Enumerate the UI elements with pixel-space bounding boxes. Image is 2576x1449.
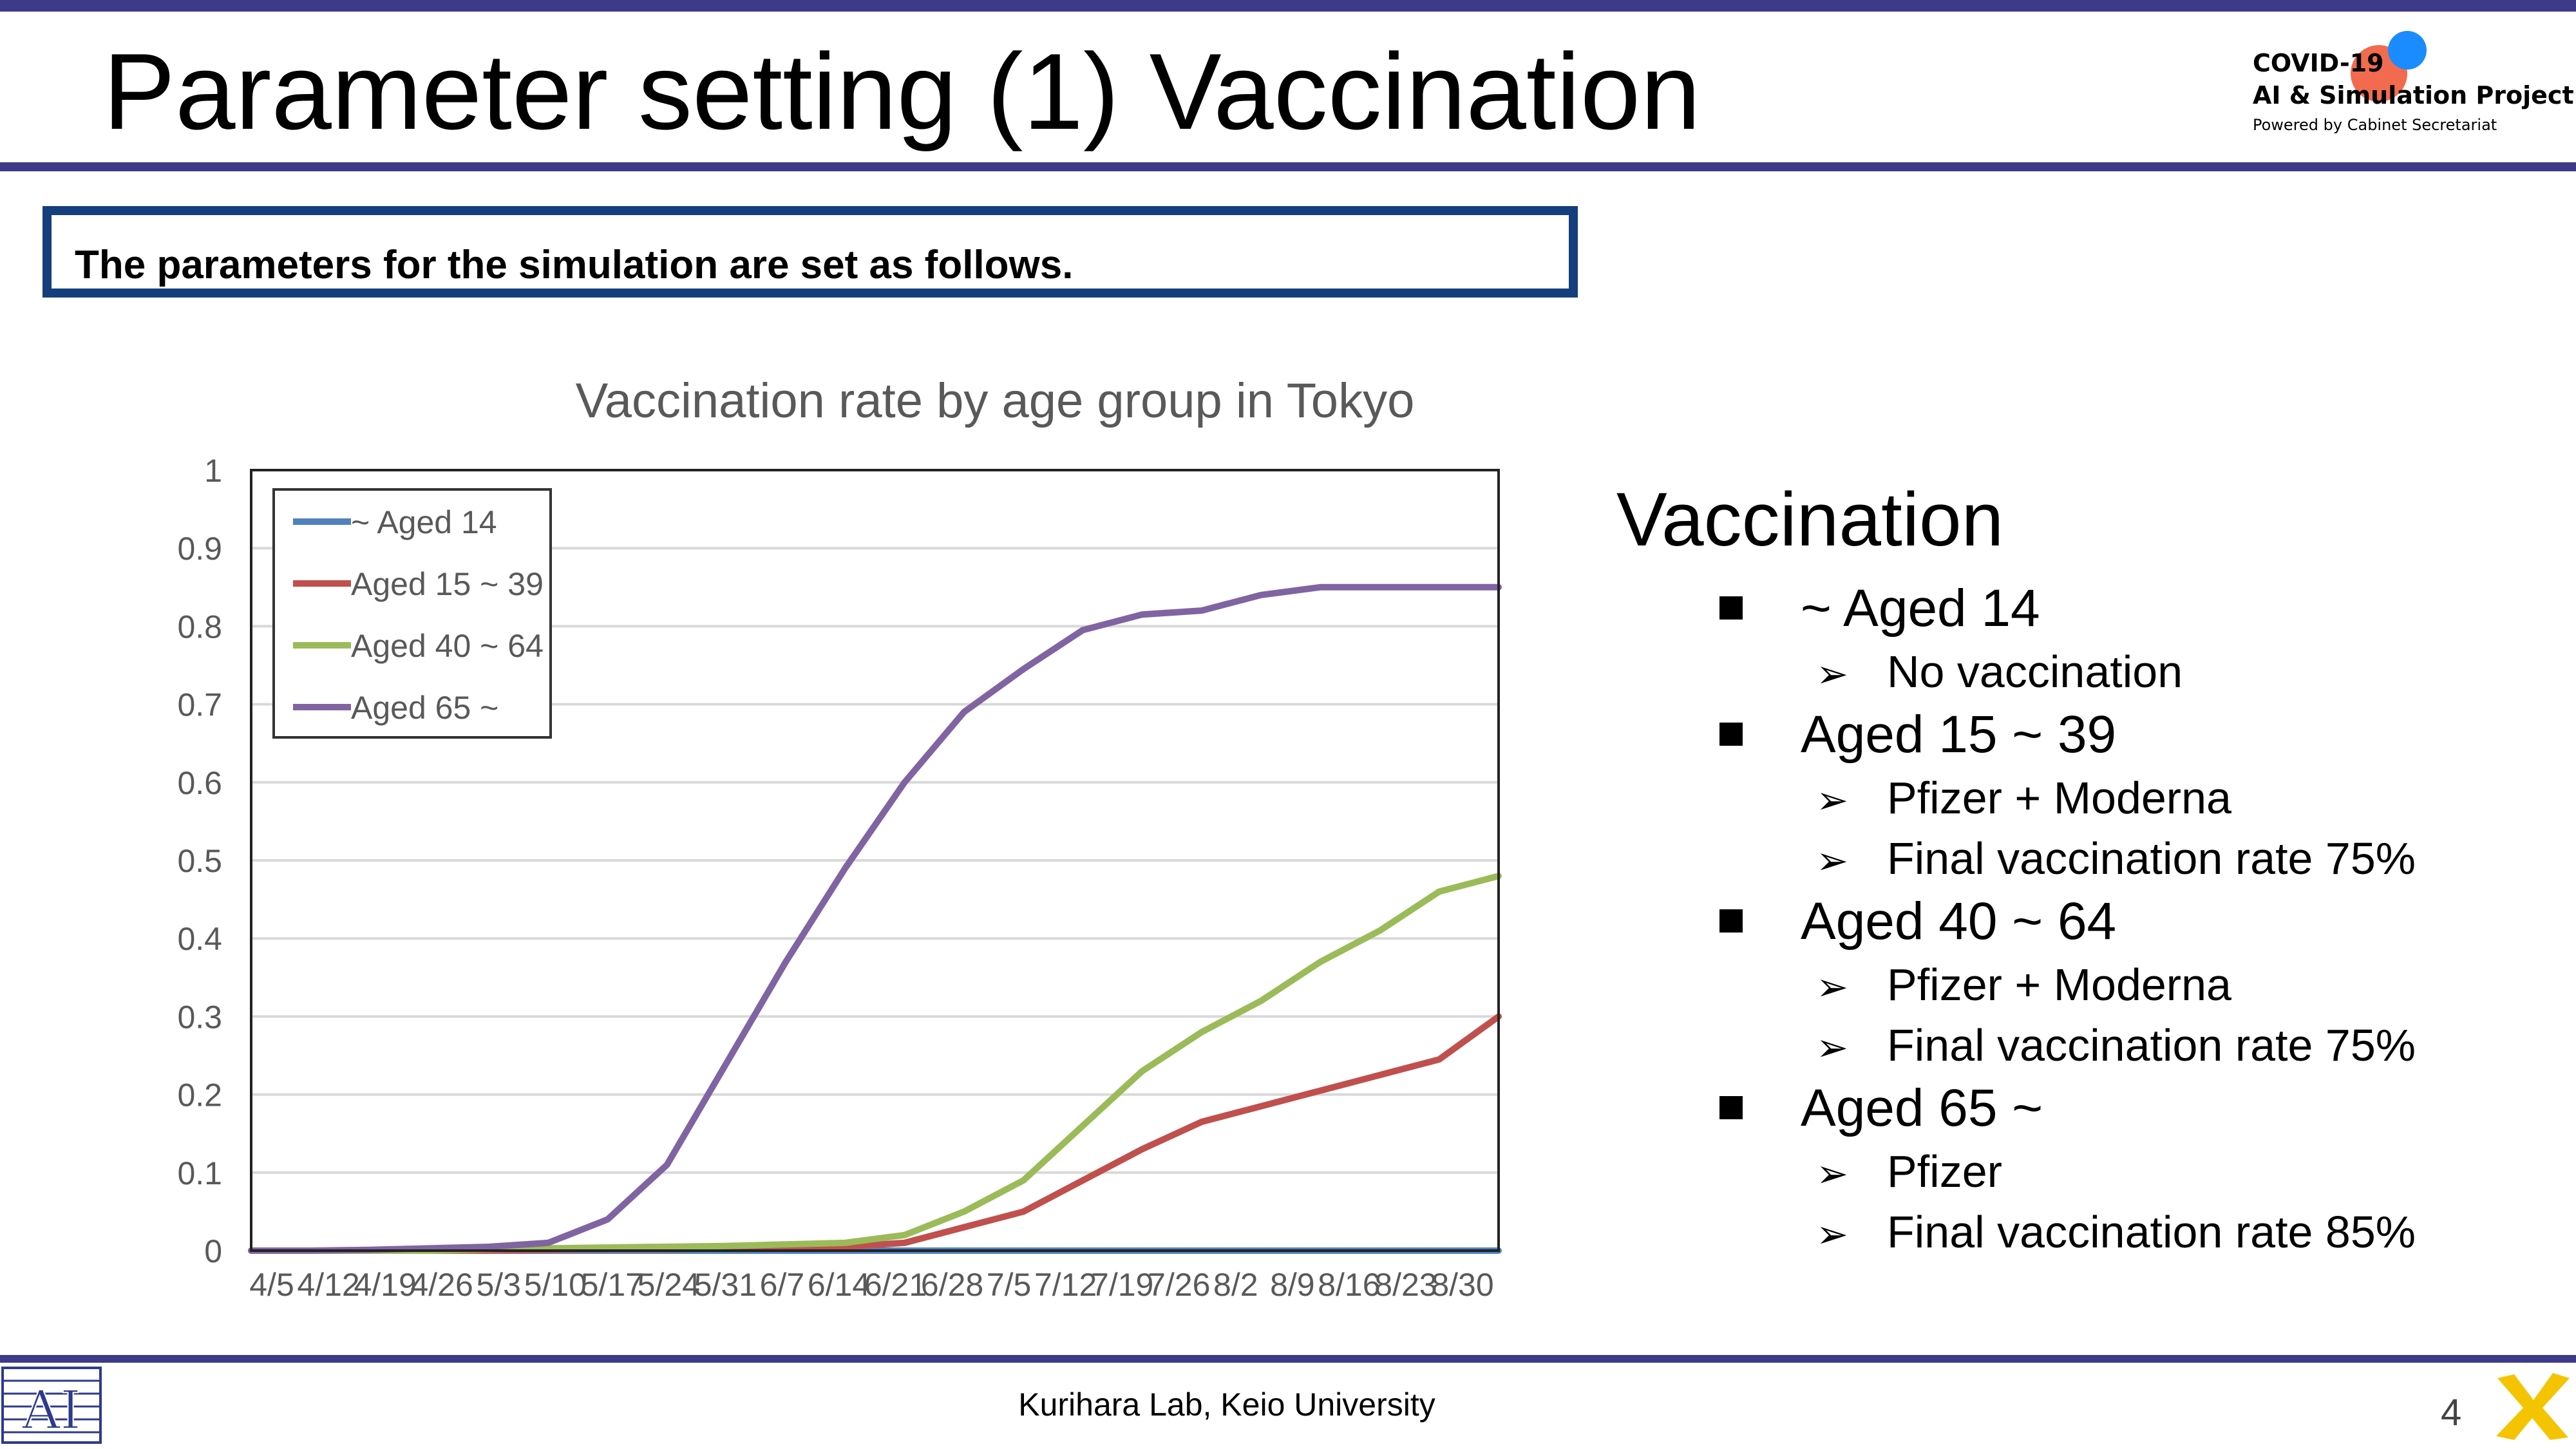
- x-tick-label: 7/5: [987, 1267, 1032, 1303]
- legend-label: Aged 40 ~ 64: [351, 628, 544, 664]
- y-tick-label: 0.4: [177, 921, 222, 957]
- group-label-text: Aged 40 ~ 64: [1801, 892, 2117, 951]
- legend-label: Aged 65 ~: [351, 690, 498, 726]
- page-number: 4: [2441, 1392, 2462, 1434]
- group-item-text: Pfizer: [1887, 1146, 2002, 1197]
- x-tick-label: 6/21: [864, 1267, 927, 1303]
- y-tick-label: 0.7: [177, 687, 222, 723]
- x-tick-label: 8/16: [1318, 1267, 1380, 1303]
- logo-line1: COVID-19: [2253, 49, 2384, 77]
- square-bullet-icon: [1719, 909, 1743, 933]
- square-bullet-icon: [1719, 723, 1743, 746]
- square-bullet-icon: [1719, 596, 1743, 620]
- x-tick-label: 8/30: [1431, 1267, 1493, 1303]
- y-tick-label: 0.1: [177, 1155, 222, 1191]
- chart-title: Vaccination rate by age group in Tokyo: [576, 374, 1415, 428]
- y-tick-label: 0.5: [177, 843, 222, 879]
- group-label: Aged 65 ~: [1616, 1075, 2544, 1141]
- intro-text: The parameters for the simulation are se…: [75, 243, 1074, 287]
- y-tick-label: 0.2: [177, 1077, 222, 1113]
- project-logo: COVID-19 AI & Simulation Project Powered…: [2248, 31, 2574, 152]
- logo-line2: AI & Simulation Project: [2253, 81, 2574, 109]
- group-item-text: Pfizer + Moderna: [1887, 773, 2231, 823]
- x-tick-label: 6/14: [808, 1267, 870, 1303]
- x-tick-label: 4/26: [410, 1267, 473, 1303]
- group-item: ➢ Pfizer + Moderna: [1616, 768, 2544, 828]
- group-label-text: ~ Aged 14: [1801, 579, 2040, 638]
- chart-legend: ~ Aged 14 Aged 15 ~ 39 Aged 40 ~ 64 Aged 65…: [272, 488, 552, 739]
- page-title: Parameter setting (1) Vaccination: [103, 31, 1701, 152]
- logo-dot-blue: [2388, 31, 2427, 70]
- arrow-bullet-icon: ➢: [1816, 652, 1849, 696]
- group-label: Aged 40 ~ 64: [1616, 889, 2544, 954]
- group-item: ➢ No vaccination: [1616, 641, 2544, 702]
- svg-text:AI: AI: [21, 1380, 81, 1441]
- right-panel: Vaccination ~ Aged 14 ➢ No vaccination Aged…: [1616, 482, 2544, 1262]
- arrow-bullet-icon: ➢: [1816, 839, 1849, 882]
- x-tick-label: 8/9: [1270, 1267, 1315, 1303]
- series-line-4: [248, 583, 1502, 1254]
- arrow-bullet-icon: ➢: [1816, 779, 1849, 822]
- y-tick-label: 0.3: [177, 999, 222, 1035]
- y-tick-label: 0.9: [177, 531, 222, 567]
- x-tick-label: 5/10: [524, 1267, 587, 1303]
- series-line-2: [248, 1013, 1502, 1254]
- x-tick-label: 4/19: [354, 1267, 416, 1303]
- plot-border: [250, 469, 1500, 1252]
- x-tick-label: 8/2: [1213, 1267, 1258, 1303]
- group-item: ➢ Pfizer + Moderna: [1616, 954, 2544, 1015]
- lab-logo-icon: AI: [1, 1367, 102, 1444]
- y-axis-ticks: 0 0.1 0.2 0.3 0.4 0.5 0.6 0.7 0.8 0.9 1: [177, 453, 222, 1269]
- group-item-text: Final vaccination rate 85%: [1887, 1207, 2416, 1257]
- arrow-bullet-icon: ➢: [1816, 1152, 1849, 1195]
- x-logo-icon: [2496, 1373, 2570, 1440]
- group-item-text: No vaccination: [1887, 647, 2183, 697]
- y-tick-label: 0.8: [177, 609, 222, 645]
- vaccination-chart: Vaccination rate by age group in Tokyo 0…: [177, 374, 1502, 1303]
- vaccination-heading: Vaccination: [1616, 477, 2004, 562]
- x-tick-label: 7/12: [1034, 1267, 1097, 1303]
- group-item-text: Final vaccination rate 75%: [1887, 833, 2416, 884]
- square-bullet-icon: [1719, 1096, 1743, 1120]
- x-tick-label: 4/5: [249, 1267, 294, 1303]
- header-divider: [0, 162, 2576, 171]
- series-line-3: [248, 873, 1502, 1254]
- group-item: ➢ Final vaccination rate 75%: [1616, 1015, 2544, 1075]
- x-tick-label: 6/7: [760, 1267, 805, 1303]
- x-tick-label: 7/19: [1091, 1267, 1153, 1303]
- logo-line3: Powered by Cabinet Secretariat: [2253, 116, 2497, 134]
- legend-box: [272, 488, 552, 739]
- top-bar: [0, 0, 2576, 12]
- x-tick-label: 8/23: [1374, 1267, 1437, 1303]
- x-tick-label: 6/28: [921, 1267, 983, 1303]
- x-axis-ticks: 4/5 4/124/194/26 5/3 5/105/175/245/31 6/7 6/1…: [249, 1267, 1493, 1303]
- footer-divider: [0, 1355, 2576, 1363]
- group-item: ➢ Final vaccination rate 75%: [1616, 828, 2544, 889]
- y-tick-label: 1: [204, 453, 222, 489]
- intro-box: The parameters for the simulation are se…: [43, 206, 1578, 298]
- vaccination-groups: ~ Aged 14 ➢ No vaccination Aged 15 ~ 39 ➢ Pfi…: [1616, 576, 2544, 1262]
- footer-text: Kurihara Lab, Keio University: [1018, 1387, 1435, 1423]
- y-tick-label: 0: [204, 1233, 222, 1269]
- x-tick-label: 4/12: [297, 1267, 359, 1303]
- group-label: Aged 15 ~ 39: [1616, 702, 2544, 768]
- group-label: ~ Aged 14: [1616, 576, 2544, 641]
- x-tick-label: 5/17: [581, 1267, 643, 1303]
- legend-label: ~ Aged 14: [351, 504, 497, 540]
- legend-label: Aged 15 ~ 39: [351, 566, 544, 602]
- y-tick-label: 0.6: [177, 765, 222, 801]
- group-item-text: Final vaccination rate 75%: [1887, 1020, 2416, 1070]
- group-item: ➢ Final vaccination rate 85%: [1616, 1202, 2544, 1262]
- arrow-bullet-icon: ➢: [1816, 965, 1849, 1009]
- x-tick-label: 5/3: [476, 1267, 521, 1303]
- x-tick-label: 7/26: [1148, 1267, 1210, 1303]
- x-tick-label: 5/24: [638, 1267, 700, 1303]
- group-item: ➢ Pfizer: [1616, 1141, 2544, 1202]
- group-label-text: Aged 65 ~: [1801, 1079, 2043, 1137]
- x-tick-label: 5/31: [694, 1267, 757, 1303]
- group-label-text: Aged 15 ~ 39: [1801, 705, 2117, 764]
- group-item-text: Pfizer + Moderna: [1887, 960, 2231, 1010]
- arrow-bullet-icon: ➢: [1816, 1213, 1849, 1256]
- arrow-bullet-icon: ➢: [1816, 1026, 1849, 1069]
